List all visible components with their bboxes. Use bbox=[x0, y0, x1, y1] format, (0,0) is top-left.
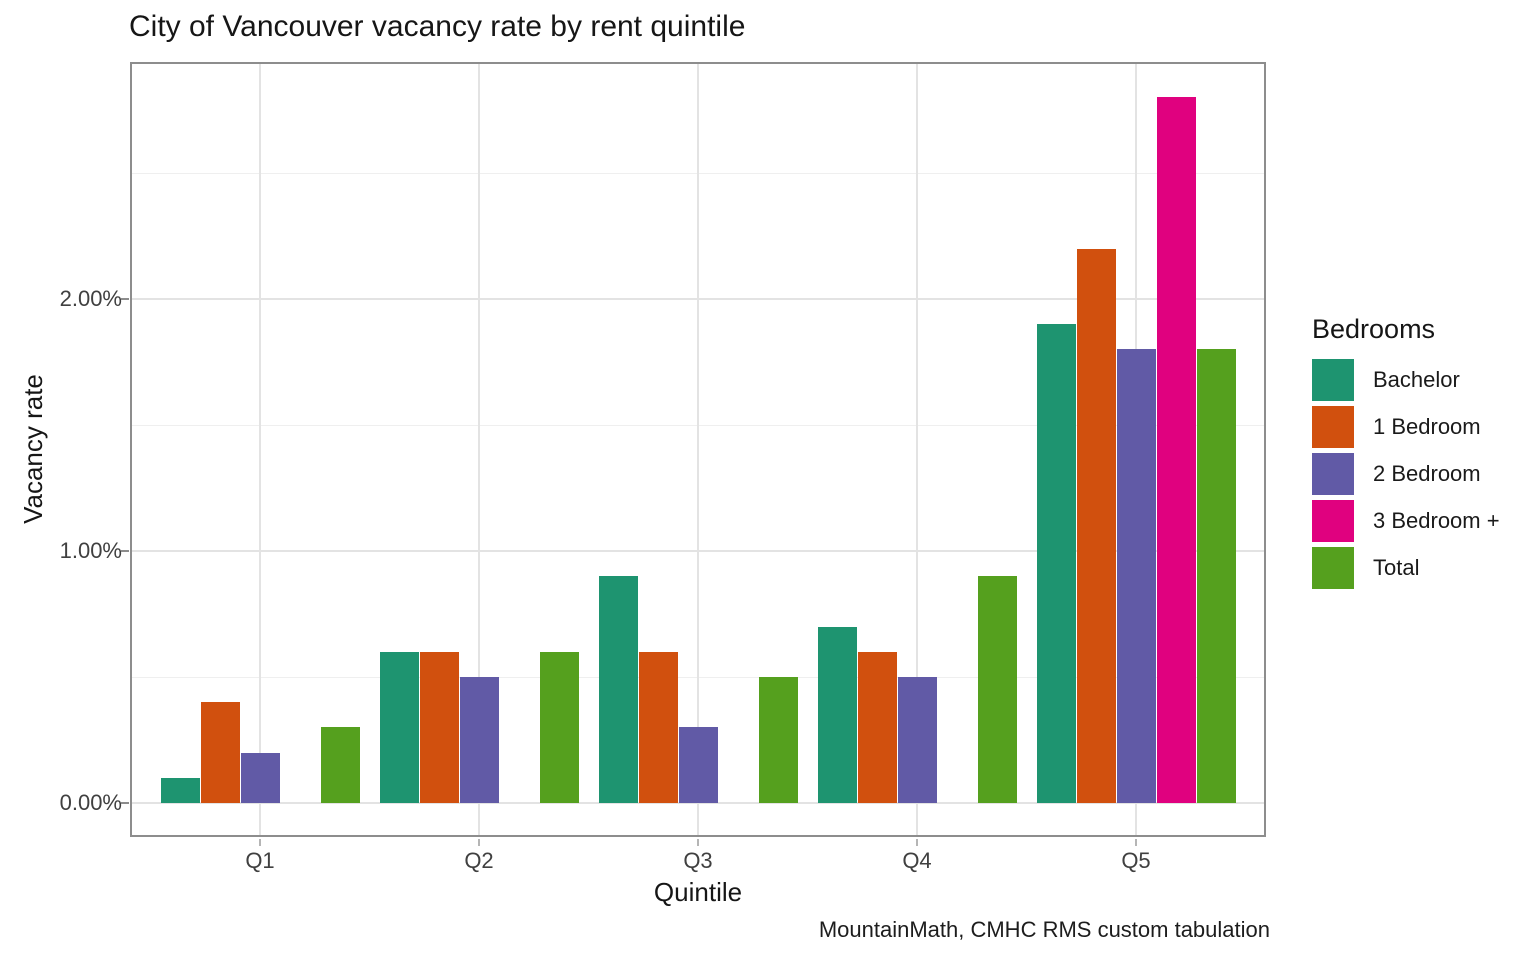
legend-label: 1 Bedroom bbox=[1373, 414, 1481, 439]
gridline-vertical bbox=[259, 64, 261, 835]
legend-entry-1-bedroom: 1 Bedroom bbox=[1312, 406, 1536, 448]
y-tick-mark bbox=[121, 550, 129, 552]
legend-label: Bachelor bbox=[1373, 367, 1460, 392]
bar-total-q2 bbox=[539, 651, 579, 803]
gridline-vertical bbox=[697, 64, 699, 835]
bar-bachelor-q2 bbox=[379, 651, 419, 803]
x-tick-label-q5: Q5 bbox=[1121, 848, 1151, 873]
bar-2-bedroom-q1 bbox=[240, 752, 280, 803]
x-tick-mark bbox=[697, 839, 699, 846]
y-tick-mark bbox=[121, 802, 129, 804]
x-axis-title: Quintile bbox=[653, 877, 743, 907]
x-tick-mark bbox=[1135, 839, 1137, 846]
x-tick-label-q4: Q4 bbox=[902, 848, 932, 873]
legend-key-2-bedroom bbox=[1312, 453, 1354, 495]
y-tick-mark bbox=[121, 298, 129, 300]
bar-bachelor-q1 bbox=[160, 777, 200, 803]
legend-key-bachelor bbox=[1312, 359, 1354, 401]
legend-key-total bbox=[1312, 547, 1354, 589]
bar-2-bedroom-q3 bbox=[678, 727, 718, 803]
legend-entries: Bachelor 1 Bedroom 2 Bedroom 3 Bedroom + Tot… bbox=[1312, 359, 1536, 589]
legend-key-3-bedroom-plus bbox=[1312, 500, 1354, 542]
legend-key-1-bedroom bbox=[1312, 406, 1354, 448]
y-tick-label: 2.00% bbox=[59, 286, 122, 311]
x-tick-label-q3: Q3 bbox=[683, 848, 713, 873]
x-tick-mark bbox=[478, 839, 480, 846]
legend-label: 3 Bedroom + bbox=[1373, 508, 1500, 533]
bar-2-bedroom-q2 bbox=[459, 677, 499, 803]
legend-entry-bachelor: Bachelor bbox=[1312, 359, 1536, 401]
bar-total-q5 bbox=[1196, 349, 1236, 803]
legend-entry-2-bedroom: 2 Bedroom bbox=[1312, 453, 1536, 495]
bar-total-q3 bbox=[758, 677, 798, 803]
y-tick-label: 0.00% bbox=[59, 790, 122, 815]
x-tick-label-q2: Q2 bbox=[464, 848, 494, 873]
x-tick-mark bbox=[916, 839, 918, 846]
bar-2-bedroom-q5 bbox=[1116, 349, 1156, 803]
legend-title: Bedrooms bbox=[1312, 314, 1436, 344]
legend-entry-total: Total bbox=[1312, 547, 1536, 589]
bar-total-q1 bbox=[320, 727, 360, 803]
chart-title: City of Vancouver vacancy rate by rent q… bbox=[129, 10, 746, 43]
legend: Bedrooms Bachelor 1 Bedroom 2 Bedroom 3 Bed… bbox=[1312, 314, 1536, 594]
bar-2-bedroom-q4 bbox=[897, 677, 937, 803]
bar-total-q4 bbox=[977, 576, 1017, 803]
bar-1-bedroom-q3 bbox=[638, 651, 678, 803]
legend-label: 2 Bedroom bbox=[1373, 461, 1481, 486]
source-caption: MountainMath, CMHC RMS custom tabulation bbox=[818, 917, 1270, 942]
bar-1-bedroom-q4 bbox=[857, 651, 897, 803]
bar-1-bedroom-q1 bbox=[200, 702, 240, 803]
bar-bachelor-q5 bbox=[1036, 324, 1076, 803]
gridline-vertical bbox=[478, 64, 480, 835]
y-tick-label: 1.00% bbox=[59, 538, 122, 563]
legend-entry-3-bedroom-plus: 3 Bedroom + bbox=[1312, 500, 1536, 542]
gridline-vertical bbox=[916, 64, 918, 835]
x-tick-label-q1: Q1 bbox=[245, 848, 275, 873]
x-tick-mark bbox=[259, 839, 261, 846]
plot-panel bbox=[130, 62, 1266, 837]
bar-bachelor-q4 bbox=[817, 626, 857, 803]
legend-label: Total bbox=[1373, 555, 1420, 580]
bar-1-bedroom-q2 bbox=[419, 651, 459, 803]
plot-area bbox=[132, 64, 1264, 835]
bar-bachelor-q3 bbox=[598, 576, 638, 803]
bar-3-bedroom-plus-q5 bbox=[1156, 97, 1196, 803]
bar-1-bedroom-q5 bbox=[1076, 248, 1116, 803]
